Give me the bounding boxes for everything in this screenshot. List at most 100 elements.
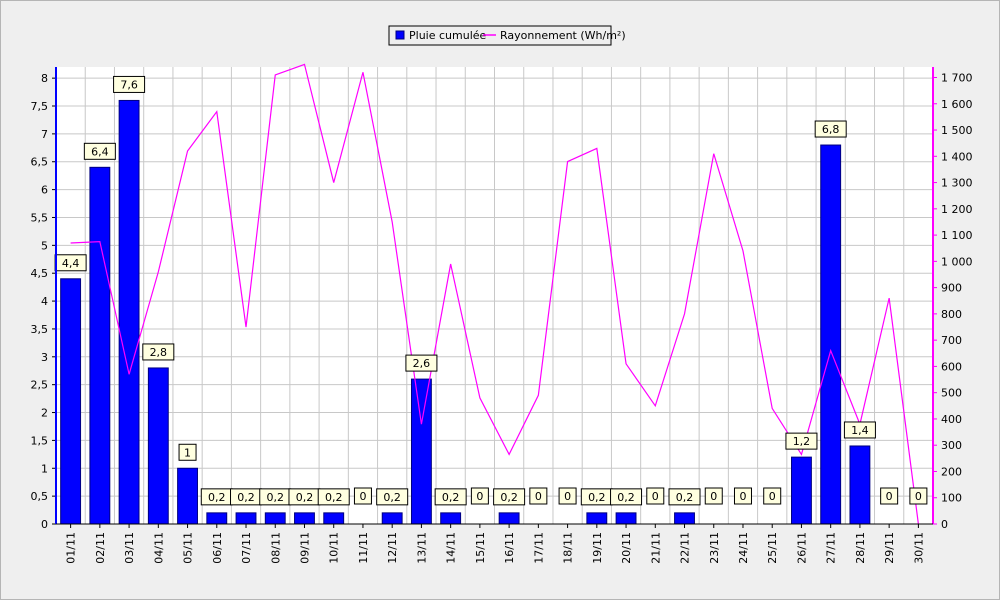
data-label-box: [83, 142, 116, 160]
data-label-18-11: 0: [558, 487, 577, 505]
data-label-text: 0,2: [442, 491, 460, 504]
data-label-text: 0: [652, 490, 659, 503]
y-right-tick-label: 100: [941, 492, 962, 505]
bar-01-11: [60, 278, 82, 525]
y-left-tick-label: 7,5: [31, 100, 49, 113]
data-label-box: [843, 421, 876, 439]
data-label-box: [317, 488, 350, 506]
x-tick-label: 16/11: [503, 532, 516, 564]
data-label-box: [733, 487, 752, 505]
data-label-15-11: 0: [470, 487, 489, 505]
data-label-text: 0,2: [500, 491, 518, 504]
data-label-text: 0: [564, 490, 571, 503]
bar-02-11: [89, 166, 111, 525]
data-label-text: 0: [886, 490, 893, 503]
data-label-12-11: 0,2: [376, 488, 409, 506]
bar-16-11: [498, 512, 520, 525]
bar-13-11: [410, 378, 432, 525]
data-label-20-11: 0,2: [610, 488, 643, 506]
x-tick-label: 09/11: [298, 532, 311, 564]
data-label-05-11: 1: [178, 443, 197, 461]
data-label-text: 1,4: [851, 424, 869, 437]
x-tick-label: 22/11: [679, 532, 692, 564]
data-label-box: [178, 443, 197, 461]
data-label-22-11: 0,2: [668, 488, 701, 506]
data-label-text: 7,6: [120, 78, 138, 91]
data-label-box: [763, 487, 782, 505]
y-right-tick-label: 500: [941, 387, 962, 400]
data-label-box: [529, 487, 548, 505]
y-left-tick-label: 2,5: [31, 379, 49, 392]
data-label-box: [405, 354, 438, 372]
legend: Pluie cumulée Rayonnement (Wh/m²): [388, 25, 626, 46]
data-label-text: 1: [184, 446, 191, 459]
y-left-tick-label: 3: [41, 351, 48, 364]
data-label-02-11: 6,4: [83, 142, 116, 160]
y-left-tick-label: 0,5: [31, 490, 49, 503]
x-tick-label: 17/11: [532, 532, 545, 564]
bar-09-11: [294, 512, 315, 525]
data-label-box: [646, 487, 665, 505]
data-label-box: [668, 488, 701, 506]
data-label-13-11: 2,6: [405, 354, 438, 372]
y-left-tick-label: 3,5: [31, 323, 49, 336]
data-label-box: [113, 75, 146, 93]
data-label-text: 0,2: [588, 491, 606, 504]
data-label-text: 0: [535, 490, 542, 503]
legend-box: [388, 25, 612, 46]
y-right-tick-label: 1 100: [941, 229, 973, 242]
data-label-text: 0: [739, 490, 746, 503]
y-left-tick-label: 4,5: [31, 267, 49, 280]
data-label-text: 1,2: [793, 435, 811, 448]
y-left-tick-label: 7: [41, 128, 48, 141]
data-label-text: 0,2: [237, 491, 255, 504]
y-left-tick-label: 1,5: [31, 434, 49, 447]
y-left-tick-label: 1: [41, 462, 48, 475]
x-tick-label: 04/11: [152, 532, 165, 564]
x-tick-label: 19/11: [591, 532, 604, 564]
x-tick-label: 29/11: [883, 532, 896, 564]
y-right-tick-label: 1 500: [941, 124, 973, 137]
data-label-01-11: 4,4: [54, 254, 87, 272]
y-right-tick-label: 1 700: [941, 72, 973, 85]
data-label-text: 6,4: [91, 145, 109, 158]
x-tick-label: 26/11: [795, 532, 808, 564]
y-left-tick-label: 5,5: [31, 211, 49, 224]
data-label-16-11: 0,2: [493, 488, 526, 506]
x-tick-label: 20/11: [620, 532, 633, 564]
x-tick-label: 11/11: [357, 532, 370, 564]
x-tick-label: 07/11: [240, 532, 253, 564]
x-tick-label: 10/11: [328, 532, 341, 564]
data-label-text: 6,8: [822, 123, 840, 136]
data-label-text: 0: [359, 490, 366, 503]
y-right-tick-label: 900: [941, 282, 962, 295]
y-right-tick-label: 0: [941, 518, 948, 531]
data-label-box: [470, 487, 489, 505]
data-label-23-11: 0: [704, 487, 723, 505]
bar-12-11: [381, 512, 403, 525]
x-tick-label: 05/11: [182, 532, 195, 564]
data-label-box: [493, 488, 526, 506]
y-right-tick-label: 200: [941, 465, 962, 478]
y-right-tick-label: 1 200: [941, 203, 973, 216]
plot-area: 00,511,522,533,544,555,566,577,580100200…: [31, 63, 973, 564]
y-left-tick-label: 6,5: [31, 156, 49, 169]
data-label-30-11: 0: [909, 487, 928, 505]
y-left-tick-label: 5: [41, 239, 48, 252]
bar-14-11: [440, 512, 462, 525]
data-label-27-11: 6,8: [814, 120, 847, 138]
bar-20-11: [615, 512, 637, 525]
data-label-box: [142, 343, 175, 361]
x-tick-label: 30/11: [912, 532, 925, 564]
radiation-line: [70, 63, 919, 525]
data-label-box: [785, 432, 818, 450]
y-right-tick-label: 1 400: [941, 150, 973, 163]
bar-10-11: [323, 512, 345, 525]
data-label-11-11: 0: [353, 487, 372, 505]
data-label-14-11: 0,2: [434, 488, 467, 506]
x-tick-label: 27/11: [825, 532, 838, 564]
bar-04-11: [147, 367, 169, 525]
y-right-tick-label: 600: [941, 360, 962, 373]
x-tick-label: 03/11: [123, 532, 136, 564]
